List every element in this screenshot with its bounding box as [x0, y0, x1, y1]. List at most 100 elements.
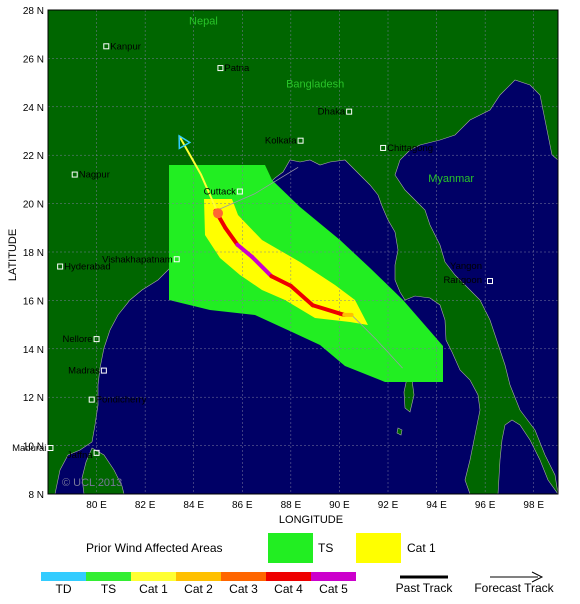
city-square-icon — [103, 43, 110, 50]
legend-cat1-label: Cat 1 — [407, 541, 436, 555]
x-axis-ticks: 80 E 82 E 84 E 86 E 88 E 90 E 92 E 94 E 96 E 98 E — [86, 500, 544, 511]
city-label: Madurai — [12, 443, 46, 454]
past-track-segment — [235, 242, 254, 259]
city-marker: Kanpur — [103, 41, 141, 52]
x-tick-label: 92 E — [378, 500, 399, 511]
scale-swatch — [221, 572, 266, 581]
y-tick-label: 12 N — [23, 393, 44, 404]
x-tick-label: 80 E — [86, 500, 107, 511]
track-extension — [351, 314, 403, 369]
city-marker: Chittagong — [380, 143, 433, 154]
city-marker: Hyderabad — [57, 262, 111, 273]
city-marker: Patna — [217, 63, 250, 74]
y-tick-label: 18 N — [23, 248, 44, 259]
country-labels: Nepal Bangladesh Myanmar — [189, 16, 474, 185]
y-tick-label: 8 N — [28, 490, 44, 501]
scale-label: TS — [101, 582, 116, 596]
city-label: Patna — [224, 63, 250, 74]
city-marker: Vishakhapatnam — [102, 254, 180, 265]
cat1-wind-zone — [204, 199, 368, 325]
scale-label: Cat 4 — [274, 582, 303, 596]
x-axis-title: LONGITUDE — [279, 514, 343, 526]
legend-cat1-swatch — [356, 533, 401, 563]
x-tick-label: 88 E — [281, 500, 302, 511]
city-square-icon — [346, 108, 353, 115]
city-square-icon — [487, 278, 493, 285]
storm-current-position — [213, 208, 223, 219]
city-square-icon — [236, 188, 243, 195]
category-scale: TD TS Cat 1 Cat 2 Cat 3 Cat 4 Cat 5 — [41, 572, 356, 596]
scale-swatch — [176, 572, 221, 581]
y-tick-label: 28 N — [23, 6, 44, 17]
scale-swatch — [86, 572, 131, 581]
country-label: Nepal — [189, 16, 218, 28]
x-tick-label: 98 E — [523, 500, 544, 511]
city-label: Cuttack — [204, 187, 236, 198]
forecast-track-arrowhead — [531, 571, 544, 583]
city-marker: Yangon — [450, 261, 493, 285]
x-tick-label: 82 E — [135, 500, 156, 511]
copyright-text: © UCL 2013 — [62, 477, 122, 489]
scale-label: Cat 1 — [139, 582, 168, 596]
city-square-icon — [71, 171, 78, 178]
country-label: Bangladesh — [286, 78, 344, 90]
city-square-icon — [47, 445, 54, 452]
past-track-segment — [250, 254, 274, 279]
plot-border — [47, 9, 559, 495]
city-label: Vishakhapatnam — [102, 254, 173, 265]
forecast-arrowhead — [178, 134, 192, 150]
past-track-segment — [288, 283, 315, 308]
city-label: Dhaka — [318, 107, 346, 118]
city-marker: Dhaka — [318, 107, 353, 118]
y-axis-ticks: 8 N 10 N 12 N 14 N 16 N 18 N 20 N 22 N 24 N 26 N 2… — [23, 6, 44, 501]
city-square-icon — [57, 263, 64, 270]
city-marker: Nagpur — [71, 170, 110, 181]
legend-ts-swatch — [268, 533, 313, 563]
scale-swatch — [266, 572, 311, 581]
y-tick-label: 24 N — [23, 103, 44, 114]
city-label: Jaffna — [67, 450, 93, 461]
x-tick-label: 94 E — [426, 500, 447, 511]
city-marker: Kolkata — [265, 136, 304, 147]
city-marker: Madurai — [12, 443, 54, 454]
past-track-label: Past Track — [396, 581, 454, 595]
forecast-track — [178, 135, 219, 214]
y-tick-label: 22 N — [23, 151, 44, 162]
x-tick-label: 86 E — [232, 500, 253, 511]
y-tick-label: 26 N — [23, 54, 44, 65]
city-marker: Rangoon — [443, 275, 482, 286]
scale-swatch — [131, 572, 176, 581]
y-tick-label: 14 N — [23, 345, 44, 356]
country-label: Myanmar — [428, 173, 474, 185]
sri-lanka — [81, 447, 125, 494]
scale-swatch — [311, 572, 356, 581]
city-label: Rangoon — [443, 275, 482, 286]
scale-label: TD — [56, 582, 72, 596]
city-label: Pondicherry — [96, 395, 147, 406]
city-square-icon — [88, 396, 95, 403]
storm-track — [178, 134, 403, 369]
city-square-icon — [380, 144, 387, 151]
city-square-icon — [93, 449, 100, 456]
city-label: Hyderabad — [64, 262, 110, 273]
y-tick-label: 10 N — [23, 442, 44, 453]
city-label: Chittagong — [387, 143, 433, 154]
nicobar-island — [396, 427, 403, 436]
scale-swatch — [41, 572, 86, 581]
past-track-segment — [310, 303, 347, 317]
y-tick-label: 20 N — [23, 200, 44, 211]
x-tick-label: 96 E — [475, 500, 496, 511]
x-tick-label: 84 E — [183, 500, 204, 511]
city-label: Kanpur — [110, 41, 141, 52]
scale-label: Cat 5 — [319, 582, 348, 596]
legend-title: Prior Wind Affected Areas — [86, 541, 223, 555]
city-square-icon — [297, 137, 304, 144]
forecast-track-label: Forecast Track — [474, 581, 554, 595]
city-marker: Madras — [68, 366, 107, 377]
scale-label: Cat 3 — [229, 582, 258, 596]
city-marker: Nellore — [62, 334, 100, 345]
city-label: Nagpur — [79, 170, 110, 181]
city-labels: Kanpur Patna Dhaka Kolkata Chittagong Nagpur C… — [12, 41, 493, 461]
city-label: Kolkata — [265, 136, 297, 147]
